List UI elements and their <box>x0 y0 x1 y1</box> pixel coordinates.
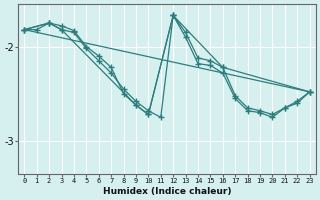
X-axis label: Humidex (Indice chaleur): Humidex (Indice chaleur) <box>103 187 231 196</box>
